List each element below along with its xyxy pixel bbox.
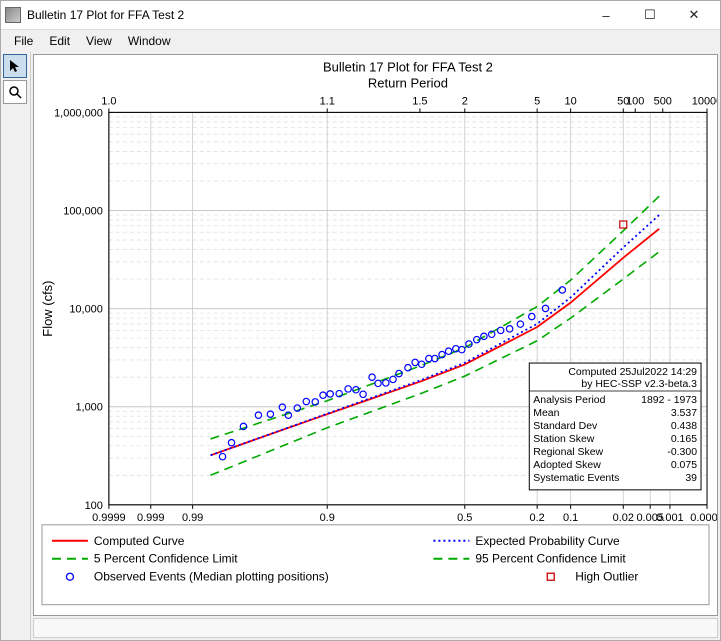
svg-text:0.02: 0.02 xyxy=(613,512,634,524)
svg-text:Standard Dev: Standard Dev xyxy=(533,421,598,432)
svg-text:Station Skew: Station Skew xyxy=(533,434,595,445)
svg-text:Computed Curve: Computed Curve xyxy=(94,534,185,548)
svg-text:1.5: 1.5 xyxy=(412,95,427,107)
zoom-tool-button[interactable] xyxy=(3,80,27,104)
svg-text:0.075: 0.075 xyxy=(671,460,697,471)
plot-svg: 100 1,000 10,000 100,000 1,000,0001.0 1.1 1.5 2… xyxy=(34,55,717,615)
minimize-button[interactable]: – xyxy=(584,1,628,29)
svg-text:0.165: 0.165 xyxy=(671,434,697,445)
svg-text:2: 2 xyxy=(462,95,468,107)
menu-file[interactable]: File xyxy=(7,32,40,50)
window-title: Bulletin 17 Plot for FFA Test 2 xyxy=(27,8,584,22)
app-window: Bulletin 17 Plot for FFA Test 2 – ☐ ✕ Fi… xyxy=(0,0,721,641)
svg-text:Return Period: Return Period xyxy=(368,75,448,90)
svg-text:0.9999: 0.9999 xyxy=(92,512,126,524)
menu-edit[interactable]: Edit xyxy=(42,32,77,50)
svg-text:1.1: 1.1 xyxy=(320,95,335,107)
menu-view[interactable]: View xyxy=(79,32,119,50)
svg-text:10000: 10000 xyxy=(692,95,717,107)
svg-text:95 Percent Confidence Limit: 95 Percent Confidence Limit xyxy=(475,552,626,566)
svg-text:Computed 25Jul2022 14:29: Computed 25Jul2022 14:29 xyxy=(568,367,697,378)
restore-button[interactable]: ☐ xyxy=(628,1,672,29)
close-button[interactable]: ✕ xyxy=(672,1,716,29)
svg-text:by HEC-SSP v2.3-beta.3: by HEC-SSP v2.3-beta.3 xyxy=(581,379,697,390)
svg-text:Analysis Period: Analysis Period xyxy=(533,395,605,406)
svg-text:5 Percent Confidence Limit: 5 Percent Confidence Limit xyxy=(94,552,238,566)
svg-text:-0.300: -0.300 xyxy=(667,447,697,458)
svg-text:500: 500 xyxy=(654,95,672,107)
main-panel: 100 1,000 10,000 100,000 1,000,0001.0 1.1 1.5 2… xyxy=(31,52,720,640)
svg-text:39: 39 xyxy=(685,473,697,484)
pointer-icon xyxy=(8,59,22,73)
svg-text:Observed Events (Median plotti: Observed Events (Median plotting positio… xyxy=(94,570,329,584)
svg-text:0.9: 0.9 xyxy=(320,512,335,524)
app-icon xyxy=(5,7,21,23)
svg-text:100: 100 xyxy=(85,500,103,512)
pointer-tool-button[interactable] xyxy=(3,54,27,78)
svg-text:1.0: 1.0 xyxy=(101,95,116,107)
svg-text:Expected Probability Curve: Expected Probability Curve xyxy=(475,534,620,548)
plot-panel[interactable]: 100 1,000 10,000 100,000 1,000,0001.0 1.1 1.5 2… xyxy=(33,54,718,616)
svg-text:10,000: 10,000 xyxy=(69,303,103,315)
svg-text:100,000: 100,000 xyxy=(63,205,103,217)
menu-window[interactable]: Window xyxy=(121,32,178,50)
svg-text:0.1: 0.1 xyxy=(563,512,578,524)
svg-text:0.99: 0.99 xyxy=(182,512,203,524)
svg-text:Mean: Mean xyxy=(533,408,559,419)
body-area: 100 1,000 10,000 100,000 1,000,0001.0 1.1 1.5 2… xyxy=(1,52,720,640)
menubar: File Edit View Window xyxy=(1,30,720,52)
titlebar: Bulletin 17 Plot for FFA Test 2 – ☐ ✕ xyxy=(1,1,720,30)
svg-text:0.999: 0.999 xyxy=(137,512,164,524)
svg-text:0.5: 0.5 xyxy=(457,512,472,524)
svg-text:0.438: 0.438 xyxy=(671,421,697,432)
svg-text:Regional Skew: Regional Skew xyxy=(533,447,603,458)
svg-text:10: 10 xyxy=(565,95,577,107)
svg-text:1,000,000: 1,000,000 xyxy=(54,107,103,119)
svg-text:High Outlier: High Outlier xyxy=(575,570,638,584)
svg-text:1,000: 1,000 xyxy=(75,402,102,414)
svg-text:Bulletin 17 Plot for FFA Test: Bulletin 17 Plot for FFA Test 2 xyxy=(323,59,493,74)
svg-text:0.2: 0.2 xyxy=(530,512,545,524)
svg-text:Adopted Skew: Adopted Skew xyxy=(533,460,601,471)
svg-text:0.001: 0.001 xyxy=(656,512,683,524)
svg-text:3.537: 3.537 xyxy=(671,408,697,419)
magnifier-icon xyxy=(8,85,22,99)
svg-text:Flow (cfs): Flow (cfs) xyxy=(40,280,55,336)
svg-text:100: 100 xyxy=(626,95,644,107)
svg-text:1892 - 1973: 1892 - 1973 xyxy=(641,395,697,406)
svg-text:5: 5 xyxy=(534,95,540,107)
status-bar xyxy=(33,618,718,638)
svg-text:Systematic Events: Systematic Events xyxy=(533,473,619,484)
side-toolbar xyxy=(1,52,31,640)
svg-text:0.0001: 0.0001 xyxy=(690,512,717,524)
